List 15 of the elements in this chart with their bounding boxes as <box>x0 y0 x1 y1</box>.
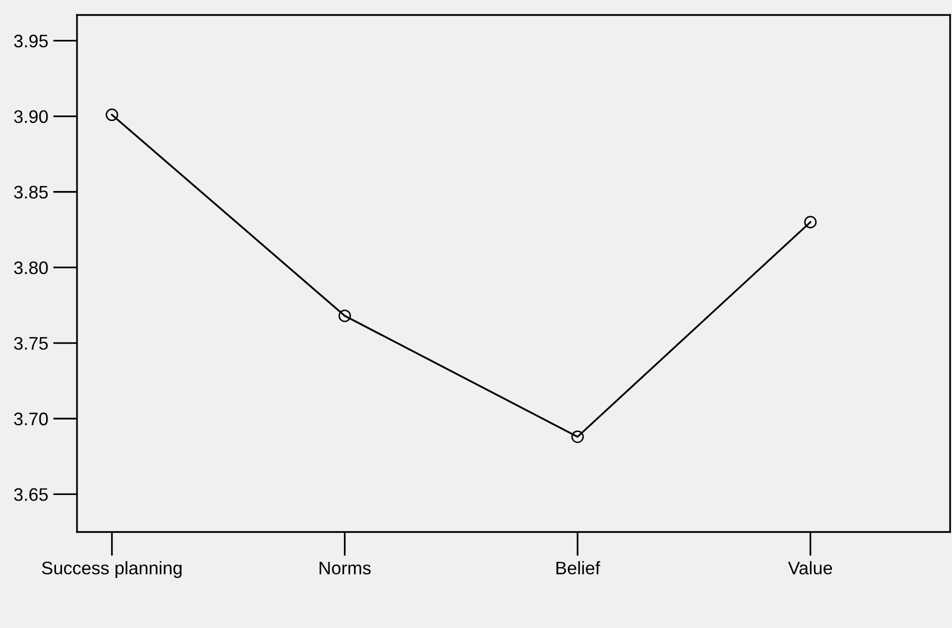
point <box>338 310 351 322</box>
y-tick-label: 3.95 <box>14 34 48 48</box>
y-tick-label: 3.65 <box>14 488 48 501</box>
y-tick-label: 3.80 <box>14 261 48 274</box>
point <box>571 430 584 444</box>
point <box>106 108 118 122</box>
point <box>804 216 817 228</box>
x-tick-label: Value <box>788 561 832 574</box>
y-tick-label: 3.75 <box>14 336 48 350</box>
y-tick-label: 3.90 <box>14 110 48 124</box>
x-tick-label: Success planning <box>42 561 182 578</box>
x-tick-label: Belief <box>556 561 600 574</box>
y-tick-label: 3.85 <box>14 186 48 199</box>
x-tick-label: Norms <box>320 562 371 574</box>
y-tick-label: 3.70 <box>14 412 48 426</box>
